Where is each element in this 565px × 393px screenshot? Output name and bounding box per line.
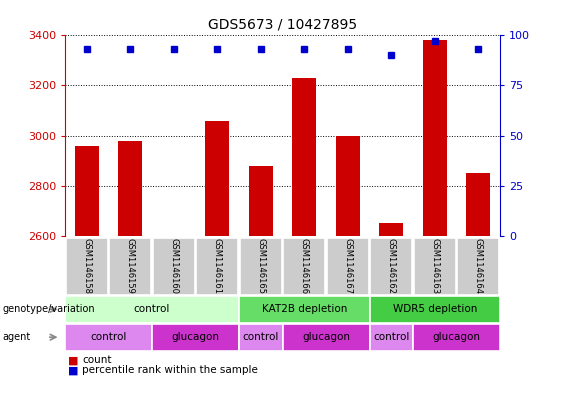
Bar — [239, 296, 370, 323]
Bar — [152, 324, 239, 351]
Text: ■: ■ — [68, 365, 79, 375]
Bar — [284, 238, 325, 295]
Text: GSM1146164: GSM1146164 — [474, 238, 483, 294]
Bar — [110, 238, 151, 295]
Bar — [379, 223, 403, 236]
Text: WDR5 depletion: WDR5 depletion — [393, 304, 477, 314]
Bar — [327, 238, 368, 295]
Bar — [370, 296, 500, 323]
Bar — [370, 324, 413, 351]
Text: glucagon: glucagon — [172, 332, 219, 342]
Text: GDS5673 / 10427895: GDS5673 / 10427895 — [208, 18, 357, 32]
Bar — [205, 121, 229, 236]
Text: GSM1146165: GSM1146165 — [257, 238, 265, 294]
Bar — [413, 324, 500, 351]
Text: GSM1146162: GSM1146162 — [387, 238, 396, 294]
Text: control: control — [373, 332, 410, 342]
Text: GSM1146161: GSM1146161 — [213, 238, 221, 294]
Text: GSM1146160: GSM1146160 — [170, 238, 178, 294]
Bar — [66, 238, 107, 295]
Bar — [65, 296, 239, 323]
Bar — [75, 146, 99, 236]
Text: KAT2B depletion: KAT2B depletion — [262, 304, 347, 314]
Text: glucagon: glucagon — [302, 332, 350, 342]
Bar — [239, 324, 282, 351]
Bar — [249, 166, 273, 236]
Bar — [153, 238, 194, 295]
Text: count: count — [82, 355, 111, 365]
Text: GSM1146158: GSM1146158 — [82, 238, 91, 294]
Bar — [466, 173, 490, 236]
Text: GSM1146166: GSM1146166 — [300, 238, 308, 294]
Text: percentile rank within the sample: percentile rank within the sample — [82, 365, 258, 375]
Bar — [414, 238, 455, 295]
Bar — [197, 238, 238, 295]
Text: control: control — [90, 332, 127, 342]
Text: glucagon: glucagon — [433, 332, 480, 342]
Bar — [336, 136, 360, 236]
Text: GSM1146163: GSM1146163 — [431, 238, 439, 294]
Text: control: control — [134, 304, 170, 314]
Text: GSM1146159: GSM1146159 — [126, 238, 134, 294]
Text: GSM1146167: GSM1146167 — [344, 238, 352, 294]
Bar — [240, 238, 281, 295]
Text: agent: agent — [3, 332, 31, 342]
Text: genotype/variation: genotype/variation — [3, 304, 95, 314]
Text: ■: ■ — [68, 355, 79, 365]
Bar — [65, 324, 152, 351]
Bar — [458, 238, 499, 295]
Text: control: control — [242, 332, 279, 342]
Bar — [282, 324, 370, 351]
Bar — [371, 238, 412, 295]
Bar — [423, 40, 447, 236]
Bar — [118, 141, 142, 236]
Bar — [292, 78, 316, 236]
